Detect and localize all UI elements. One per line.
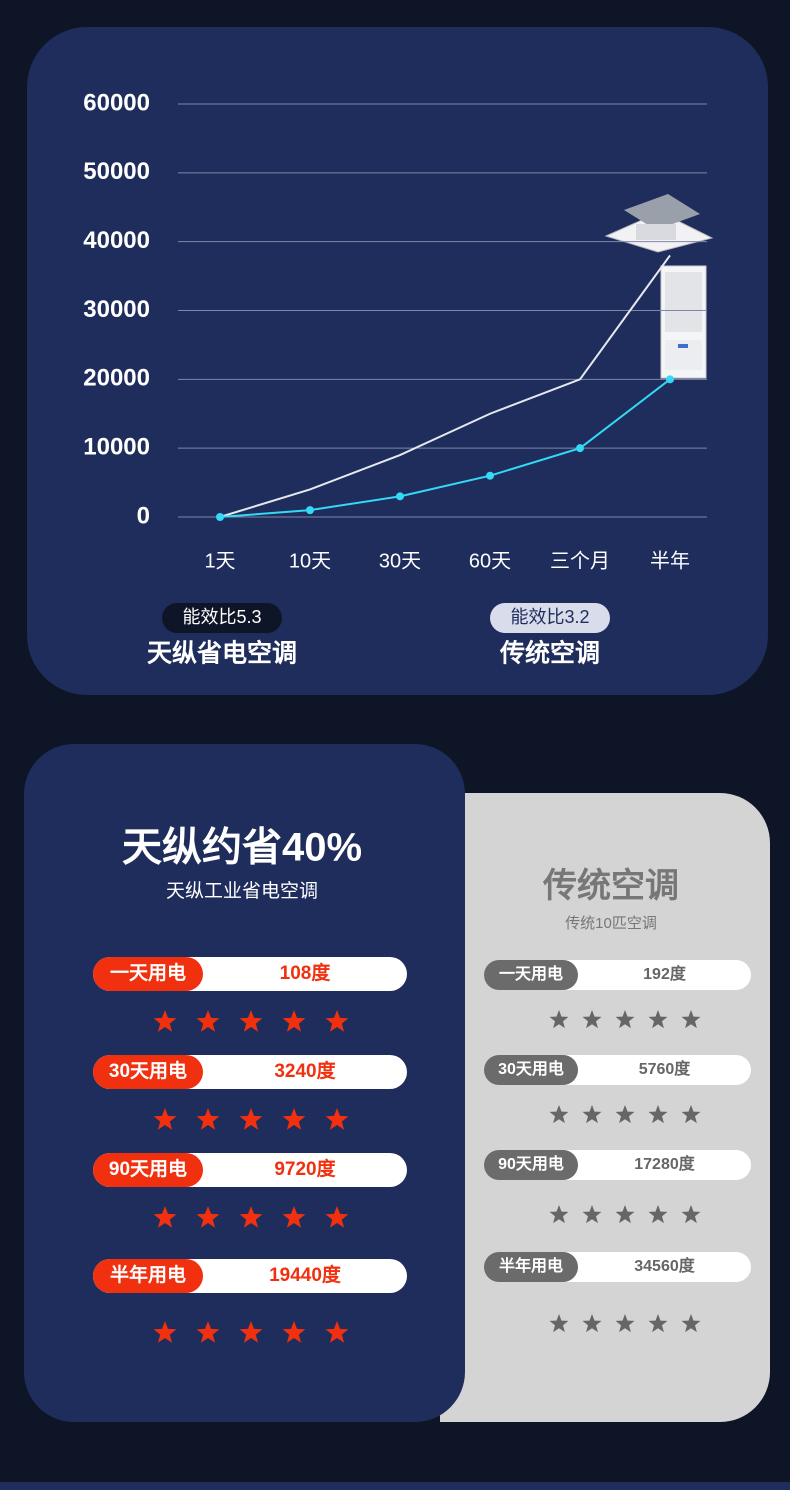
- legend-entry: 传统空调: [499, 639, 600, 668]
- legend-entry: 天纵省电空调: [147, 639, 297, 668]
- star-icon: [681, 1010, 701, 1029]
- y-tick-label: 10000: [83, 434, 150, 461]
- series-line: [219, 378, 671, 518]
- legend-badge: [162, 603, 282, 633]
- data-point: [396, 492, 404, 501]
- left-title: 天纵约省40%: [122, 826, 362, 870]
- star-icon: [582, 1205, 602, 1224]
- star-icon: [196, 1206, 220, 1228]
- row-label-pill: [93, 1055, 203, 1089]
- star-icon: [196, 1010, 220, 1032]
- row-label: 90天用电: [109, 1157, 187, 1180]
- y-tick-label: 50000: [83, 158, 150, 185]
- x-tick-label: 半年: [650, 549, 690, 572]
- star-icon: [153, 1206, 177, 1228]
- row-label-pill: [484, 1150, 578, 1180]
- row-label: 一天用电: [110, 961, 186, 984]
- data-point: [306, 506, 314, 515]
- star-icon: [239, 1010, 263, 1032]
- y-tick-label: 40000: [83, 227, 150, 254]
- star-icon: [282, 1321, 306, 1343]
- row-value: 108度: [280, 961, 332, 984]
- star-icon: [648, 1105, 668, 1124]
- star-icon: [325, 1206, 349, 1228]
- row-value: 3240度: [274, 1059, 336, 1082]
- star-icon: [681, 1205, 701, 1224]
- row-label-pill: [93, 1259, 203, 1293]
- series-line: [219, 254, 671, 518]
- star-icon: [648, 1010, 668, 1029]
- star-icon: [282, 1010, 306, 1032]
- y-tick-label: 0: [137, 502, 150, 529]
- row-label-pill: [484, 960, 578, 990]
- star-icon: [549, 1010, 569, 1029]
- y-tick-label: 60000: [83, 89, 150, 116]
- row-label: 90天用电: [498, 1154, 564, 1173]
- legend-badge-text: 能效比3.2: [510, 607, 589, 627]
- row-value: 34560度: [634, 1256, 695, 1275]
- star-icon: [153, 1321, 177, 1343]
- y-tick-label: 20000: [83, 365, 150, 392]
- star-icon: [615, 1105, 635, 1124]
- row-label-pill: [93, 1153, 203, 1187]
- row-label-pill: [93, 957, 203, 991]
- star-icon: [549, 1205, 569, 1224]
- star-icon: [239, 1321, 263, 1343]
- star-icon: [325, 1321, 349, 1343]
- chart-card: [27, 27, 768, 695]
- row-value: 9720度: [274, 1157, 336, 1180]
- star-icon: [615, 1205, 635, 1224]
- data-point: [216, 513, 224, 521]
- data-point: [666, 375, 674, 384]
- row-value: 192度: [643, 964, 687, 983]
- star-icon: [282, 1206, 306, 1228]
- row-label: 30天用电: [109, 1059, 187, 1082]
- star-icon: [681, 1314, 701, 1333]
- star-icon: [282, 1108, 306, 1130]
- star-icon: [681, 1105, 701, 1124]
- legend-badge: [490, 603, 610, 633]
- x-tick-label: 1天: [204, 550, 235, 572]
- bottom-strip: [0, 1482, 790, 1490]
- row-label-pill: [484, 1055, 578, 1085]
- row-value: 17280度: [634, 1154, 695, 1173]
- star-icon: [239, 1206, 263, 1228]
- row-value: 5760度: [639, 1059, 692, 1078]
- x-tick-label: 60天: [469, 550, 511, 572]
- y-tick-label: 30000: [83, 296, 150, 323]
- x-tick-label: 三个月: [550, 549, 610, 572]
- star-icon: [648, 1205, 668, 1224]
- x-tick-label: 30天: [379, 550, 421, 572]
- star-icon: [325, 1010, 349, 1032]
- star-icon: [153, 1010, 177, 1032]
- star-icon: [615, 1010, 635, 1029]
- data-point: [576, 444, 584, 453]
- cabinet-ac-image: [660, 265, 707, 379]
- row-label-pill: [484, 1252, 578, 1282]
- star-icon: [582, 1314, 602, 1333]
- right-subtitle: 传统10匹空调: [565, 915, 657, 932]
- star-icon: [196, 1321, 220, 1343]
- star-icon: [549, 1105, 569, 1124]
- row-label: 30天用电: [498, 1059, 564, 1078]
- star-icon: [648, 1314, 668, 1333]
- star-icon: [582, 1105, 602, 1124]
- row-label: 半年用电: [110, 1263, 186, 1286]
- star-icon: [325, 1108, 349, 1130]
- data-point: [486, 471, 494, 480]
- star-icon: [196, 1108, 220, 1130]
- star-icon: [153, 1108, 177, 1130]
- row-label: 一天用电: [499, 964, 563, 983]
- star-icon: [239, 1108, 263, 1130]
- x-tick-label: 10天: [289, 550, 331, 572]
- star-icon: [549, 1314, 569, 1333]
- star-icon: [582, 1010, 602, 1029]
- star-icon: [615, 1314, 635, 1333]
- legend-badge-text: 能效比5.3: [182, 607, 261, 627]
- row-label: 半年用电: [499, 1256, 563, 1275]
- left-subtitle: 天纵工业省电空调: [166, 880, 318, 902]
- row-value: 19440度: [269, 1263, 342, 1286]
- right-title: 传统空调: [542, 867, 679, 905]
